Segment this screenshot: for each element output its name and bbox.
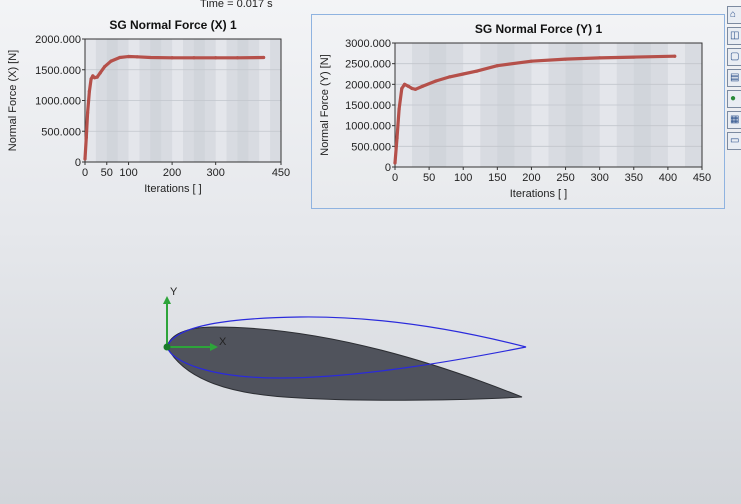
x-tick-label: 300 <box>206 167 224 179</box>
triad-y-label: Y <box>170 286 178 298</box>
series-point <box>170 56 174 60</box>
y-tick-label: 1000.000 <box>345 121 391 133</box>
box-icon[interactable]: ▢ <box>727 48 741 66</box>
x-tick-label: 350 <box>625 172 643 184</box>
series-point <box>87 89 91 93</box>
x-tick-label: 50 <box>423 172 435 184</box>
x-axis-title: Iterations [ ] <box>510 188 567 200</box>
series-point <box>434 79 438 83</box>
series-point <box>413 87 418 91</box>
series-point <box>126 54 131 59</box>
series-point <box>632 55 636 59</box>
time-label: Time = 0.017 s <box>200 0 273 10</box>
triad-x-arrow <box>210 343 218 351</box>
series-point <box>673 54 677 58</box>
series-point <box>235 56 240 60</box>
plot-frame <box>394 42 703 168</box>
series-point <box>395 136 399 140</box>
series-point <box>563 57 568 61</box>
triad-y-arrow <box>163 296 171 304</box>
y-tick-label: 1000.000 <box>35 96 81 108</box>
series-point <box>89 77 93 81</box>
x-tick-label: 450 <box>693 172 711 184</box>
y-tick-label: 500.000 <box>351 141 391 153</box>
x-tick-label: 250 <box>556 172 574 184</box>
series-point <box>214 56 218 60</box>
series-point <box>192 56 196 60</box>
chart-normal-force-x[interactable]: SG Normal Force (X) 1 0 500.000 1000.000 150… <box>0 12 300 202</box>
series-point <box>397 107 401 111</box>
x-tick-label: 50 <box>101 167 113 179</box>
x-tick-label: 400 <box>659 172 677 184</box>
globe-icon[interactable]: ● <box>727 90 741 108</box>
series-point <box>148 55 152 60</box>
page-icon[interactable]: ▤ <box>727 69 741 87</box>
right-toolbar: ⌂ ◫ ▢ ▤ ● ▦ ▭ <box>727 6 741 150</box>
series-point <box>598 56 602 60</box>
series-point <box>92 76 97 80</box>
y-axis-title: Normal Force (Y) [N] <box>319 54 331 155</box>
triad-x-label: X <box>219 336 227 348</box>
chart-title: SG Normal Force (Y) 1 <box>475 22 603 36</box>
series-point <box>118 55 122 60</box>
series-point <box>86 111 90 115</box>
series-point <box>420 84 424 88</box>
x-tick-label: 300 <box>590 172 608 184</box>
y-tick-label: 500.000 <box>41 126 81 138</box>
x-tick-label: 200 <box>522 172 540 184</box>
triad-origin <box>163 343 171 351</box>
airfoil-outline <box>166 316 527 379</box>
y-tick-label: 1500.000 <box>35 65 81 77</box>
cube-icon[interactable]: ◫ <box>727 27 741 45</box>
series-point <box>109 59 113 63</box>
x-tick-label: 100 <box>454 172 472 184</box>
series-point <box>402 82 407 86</box>
plot-frame <box>84 38 282 163</box>
x-tick-label: 0 <box>392 172 398 184</box>
series-point <box>84 135 88 139</box>
series-point <box>393 161 397 165</box>
y-tick-label: 0 <box>75 157 81 169</box>
chart-normal-force-y[interactable]: SG Normal Force (Y) 1 0 500.000 1000.000 150… <box>311 14 725 209</box>
chart-svg-y: SG Normal Force (Y) 1 0 500.000 1000.000 150… <box>319 22 711 200</box>
series-point <box>83 157 87 161</box>
y-tick-label: 2000.000 <box>345 79 391 91</box>
series-point <box>135 55 139 59</box>
series-point <box>495 64 499 68</box>
series-point <box>261 55 266 60</box>
chart-title: SG Normal Force (X) 1 <box>109 18 237 32</box>
series-point <box>447 75 452 79</box>
x-tick-label: 450 <box>272 167 290 179</box>
y-tick-label: 2000.000 <box>35 34 81 46</box>
y-axis-title: Normal Force (X) [N] <box>7 50 19 151</box>
y-tick-label: 1500.000 <box>345 100 391 112</box>
table-icon[interactable]: ▦ <box>727 111 741 129</box>
series-point <box>400 86 404 91</box>
series-point <box>410 86 414 91</box>
series-point <box>95 75 99 79</box>
series-point <box>407 84 411 88</box>
airfoil-solid <box>166 326 523 401</box>
home-icon[interactable]: ⌂ <box>727 6 741 24</box>
chart-svg-x: SG Normal Force (X) 1 0 500.000 1000.000 150… <box>7 18 290 195</box>
y-tick-label: 3000.000 <box>345 38 391 50</box>
series-point <box>475 69 479 73</box>
y-tick-label: 2500.000 <box>345 59 391 71</box>
series-line <box>83 54 266 161</box>
x-tick-label: 0 <box>82 167 88 179</box>
x-tick-label: 150 <box>488 172 506 184</box>
x-tick-label: 200 <box>163 167 181 179</box>
series-point <box>98 71 102 75</box>
y-tick-label: 0 <box>385 162 391 174</box>
series-point <box>529 59 534 63</box>
x-tick-label: 100 <box>119 167 137 179</box>
chat-icon[interactable]: ▭ <box>727 132 741 150</box>
series-point <box>103 65 107 69</box>
series-point <box>461 72 465 76</box>
x-axis-title: Iterations [ ] <box>144 183 201 195</box>
